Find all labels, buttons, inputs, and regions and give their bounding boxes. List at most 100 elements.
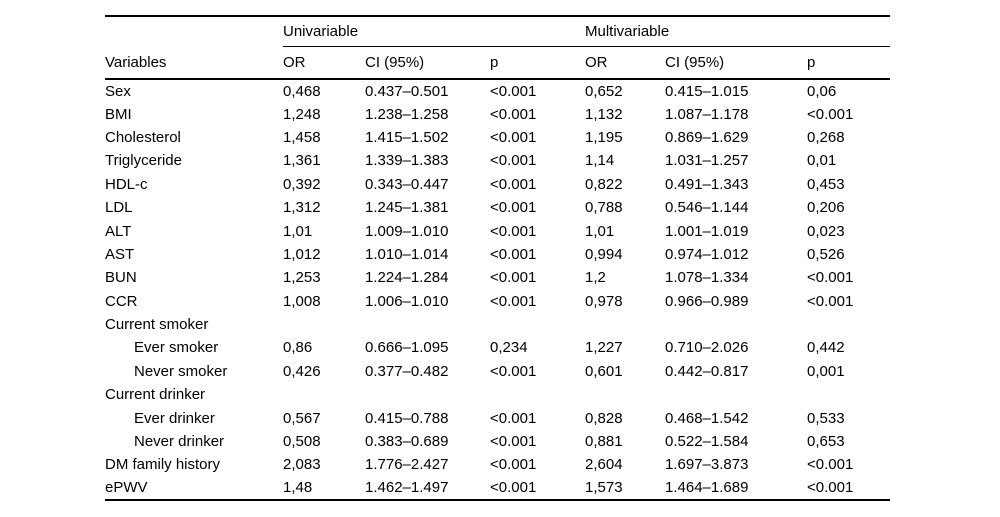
table-row: Current smoker xyxy=(105,313,890,336)
uni-or-cell: 1,008 xyxy=(283,292,321,310)
table-row: Never smoker 0,426 0.377–0.482 <0.001 0,601 0… xyxy=(105,360,890,383)
multi-p-cell: 0,206 xyxy=(807,199,845,217)
variable-cell: Cholesterol xyxy=(105,128,181,146)
multi-or-cell: 0,978 xyxy=(585,292,623,310)
multi-p-cell: <0.001 xyxy=(807,269,854,287)
column-header-multi-p: p xyxy=(807,46,891,80)
multi-ci-cell: 1.031–1.257 xyxy=(665,152,749,170)
multi-ci-cell: 1.001–1.019 xyxy=(665,222,749,240)
column-header-variables: Variables xyxy=(105,46,283,80)
variable-cell: Never drinker xyxy=(134,433,225,451)
table-row: Triglyceride 1,361 1.339–1.383 <0.001 1,14 1.… xyxy=(105,149,890,172)
uni-p-cell: <0.001 xyxy=(490,175,537,193)
multi-ci-cell: 1.464–1.689 xyxy=(665,479,749,497)
table-row: BUN 1,253 1.224–1.284 <0.001 1,2 1.078–1.334 <… xyxy=(105,266,890,289)
multi-p-cell: 0,023 xyxy=(807,222,845,240)
uni-ci-cell: 1.339–1.383 xyxy=(365,152,449,170)
uni-p-cell: 0,234 xyxy=(490,339,528,357)
table-row: AST 1,012 1.010–1.014 <0.001 0,994 0.974–1.01… xyxy=(105,243,890,266)
uni-p-cell xyxy=(490,383,585,406)
variable-cell: CCR xyxy=(105,292,138,310)
multi-or-cell: 0,788 xyxy=(585,199,623,217)
uni-ci-cell: 0.415–0.788 xyxy=(365,409,449,427)
uni-or-cell: 1,458 xyxy=(283,128,321,146)
multi-ci-cell: 0.710–2.026 xyxy=(665,339,749,357)
multi-or-cell: 1,195 xyxy=(585,128,623,146)
multi-or-cell: 2,604 xyxy=(585,456,623,474)
column-header-uni-ci: CI (95%) xyxy=(365,46,490,80)
multi-ci-cell: 1.697–3.873 xyxy=(665,456,749,474)
table-row: DM family history 2,083 1.776–2.427 <0.001 2… xyxy=(105,453,890,476)
uni-p-cell: <0.001 xyxy=(490,105,537,123)
table-row: ePWV 1,48 1.462–1.497 <0.001 1,573 1.464–1.68… xyxy=(105,477,890,500)
table-body: Sex 0,468 0.437–0.501 <0.001 0,652 0.415–1.01… xyxy=(105,79,890,500)
multi-ci-cell: 1.087–1.178 xyxy=(665,105,749,123)
multi-p-cell xyxy=(807,313,890,336)
multi-or-cell: 1,2 xyxy=(585,269,606,287)
table-row: HDL-c 0,392 0.343–0.447 <0.001 0,822 0.491–1.… xyxy=(105,173,890,196)
variable-cell: HDL-c xyxy=(105,175,148,193)
group-header-row: Univariable Multivariable xyxy=(105,16,891,47)
variable-cell: Triglyceride xyxy=(105,152,182,170)
uni-or-cell: 1,253 xyxy=(283,269,321,287)
uni-p-cell: <0.001 xyxy=(490,409,537,427)
variable-cell: Current smoker xyxy=(105,316,209,334)
uni-ci-cell xyxy=(365,313,490,336)
table-row: LDL 1,312 1.245–1.381 <0.001 0,788 0.546–1.14… xyxy=(105,196,890,219)
group-header-spacer xyxy=(105,16,283,46)
uni-p-cell: <0.001 xyxy=(490,456,537,474)
uni-p-cell: <0.001 xyxy=(490,128,537,146)
uni-or-cell: 1,248 xyxy=(283,105,321,123)
multi-or-cell: 1,227 xyxy=(585,339,623,357)
table-row: Never drinker 0,508 0.383–0.689 <0.001 0,881… xyxy=(105,430,890,453)
uni-or-cell xyxy=(283,383,365,406)
uni-p-cell: <0.001 xyxy=(490,222,537,240)
multi-ci-cell: 0.966–0.989 xyxy=(665,292,749,310)
uni-ci-cell: 1.224–1.284 xyxy=(365,269,449,287)
multi-ci-cell xyxy=(665,313,807,336)
multi-ci-cell: 0.522–1.584 xyxy=(665,433,749,451)
uni-or-cell: 1,312 xyxy=(283,199,321,217)
group-header-multivariable: Multivariable xyxy=(585,16,891,47)
multi-or-cell: 0,652 xyxy=(585,82,623,100)
uni-or-cell: 1,48 xyxy=(283,479,313,497)
variable-cell: LDL xyxy=(105,199,133,217)
uni-ci-cell: 0.383–0.689 xyxy=(365,433,449,451)
group-header-univariable: Univariable xyxy=(283,16,585,47)
uni-p-cell: <0.001 xyxy=(490,433,537,451)
variable-cell: BUN xyxy=(105,269,137,287)
uni-ci-cell: 0.666–1.095 xyxy=(365,339,449,357)
uni-p-cell: <0.001 xyxy=(490,82,537,100)
uni-ci-cell: 0.437–0.501 xyxy=(365,82,449,100)
multi-p-cell: 0,526 xyxy=(807,245,845,263)
multi-or-cell: 1,573 xyxy=(585,479,623,497)
uni-ci-cell xyxy=(365,383,490,406)
multi-or-cell: 0,822 xyxy=(585,175,623,193)
variable-cell: ALT xyxy=(105,222,132,240)
multi-p-cell: 0,533 xyxy=(807,409,845,427)
uni-p-cell: <0.001 xyxy=(490,269,537,287)
uni-or-cell: 0,468 xyxy=(283,82,321,100)
multi-p-cell: 0,06 xyxy=(807,82,837,100)
uni-or-cell xyxy=(283,313,365,336)
regression-results-table: Univariable Multivariable Variables OR C… xyxy=(105,15,891,502)
variable-cell: AST xyxy=(105,245,135,263)
multi-p-cell: 0,01 xyxy=(807,152,837,170)
multi-or-cell: 0,994 xyxy=(585,245,623,263)
multi-p-cell: <0.001 xyxy=(807,105,854,123)
uni-or-cell: 0,392 xyxy=(283,175,321,193)
multi-or-cell: 1,01 xyxy=(585,222,615,240)
multi-or-cell: 0,601 xyxy=(585,362,623,380)
multi-ci-cell: 0.442–0.817 xyxy=(665,362,749,380)
column-header-multi-or: OR xyxy=(585,46,665,80)
variable-cell: BMI xyxy=(105,105,132,123)
table-row: Ever smoker 0,86 0.666–1.095 0,234 1,227 0.71… xyxy=(105,336,890,359)
multi-ci-cell xyxy=(665,383,807,406)
multi-p-cell xyxy=(807,383,890,406)
variable-cell: Ever smoker xyxy=(134,339,219,357)
uni-or-cell: 1,361 xyxy=(283,152,321,170)
uni-p-cell: <0.001 xyxy=(490,152,537,170)
uni-or-cell: 2,083 xyxy=(283,456,321,474)
multi-ci-cell: 0.415–1.015 xyxy=(665,82,749,100)
